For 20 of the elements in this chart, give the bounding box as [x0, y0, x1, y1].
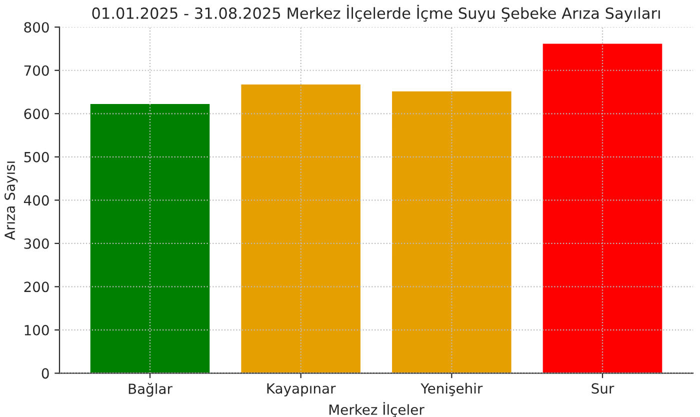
x-tick-label: Yenişehir — [420, 382, 483, 396]
bar — [240, 83, 362, 374]
y-tick-label: 600 — [24, 108, 49, 120]
y-tick-label: 300 — [24, 238, 49, 249]
x-tick-label: Bağlar — [128, 382, 172, 397]
bar — [390, 90, 513, 374]
chart-title: 01.01.2025 - 31.08.2025 Merkez İlçelerde İçme Suyu Şebeke Arıza Sayıları — [92, 4, 660, 22]
bar — [88, 102, 212, 374]
x-tick-label: Kayapınar — [267, 383, 336, 396]
x-axis-title: Merkez İlçeler — [329, 402, 424, 417]
y-tick-label: 400 — [24, 195, 49, 206]
y-tick-label: 100 — [24, 324, 49, 336]
y-tick-label: 0 — [42, 368, 49, 379]
x-tick-label: Sur — [592, 383, 614, 394]
y-tick-label: 500 — [24, 152, 49, 162]
bar — [541, 42, 664, 374]
y-axis-title: Arıza Sayısı — [4, 162, 18, 240]
y-tick-label: 800 — [24, 22, 49, 33]
y-tick-label: 200 — [24, 282, 49, 292]
y-tick-label: 700 — [24, 65, 49, 76]
